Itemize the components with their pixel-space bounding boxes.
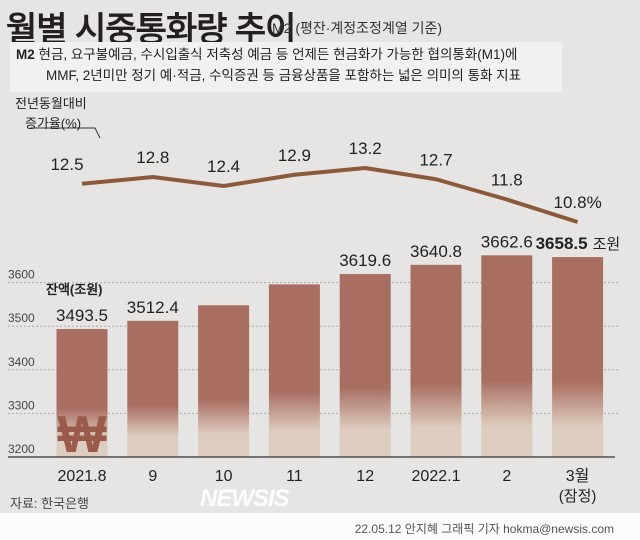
x-tick-label: 9 — [148, 468, 157, 485]
line-value-label: 11.8 — [491, 171, 523, 190]
line-label-2: 증가율(%) — [25, 116, 82, 131]
line-value-label: 12.8 — [136, 148, 169, 167]
x-tick-sublabel: (잠정) — [559, 488, 597, 505]
y-tick-label: 3600 — [8, 268, 35, 282]
line-value-label: 12.4 — [207, 157, 240, 176]
y-tick-label: 3300 — [8, 398, 35, 412]
bar-value-label: 3512.4 — [127, 298, 179, 317]
chart-subtitle: M2 (평잔·계정조정계열 기준) — [272, 20, 443, 36]
credit: 22.05.12 안지혜 그래픽 기자 hokma@newsis.com — [354, 522, 614, 536]
bar-value-label: 3640.8 — [410, 242, 462, 261]
x-tick-label: 2021.8 — [58, 468, 107, 485]
line-axis-label: 전년동월대비 증가율(%) — [15, 94, 87, 134]
line-value-label: 12.7 — [419, 150, 452, 169]
source: 자료: 한국은행 — [10, 496, 89, 511]
bar — [410, 264, 462, 457]
bar-axis-label: 잔액(조원) — [46, 282, 103, 297]
x-tick-label: 2022.1 — [412, 468, 461, 485]
credit-bar: 22.05.12 안지혜 그래픽 기자 hokma@newsis.com — [0, 513, 640, 540]
description-line-1: 현금, 요구불예금, 수시입출식 저축성 예금 등 언제든 현금화가 가능한 협… — [38, 47, 518, 62]
line-value-label: 10.8% — [553, 193, 601, 212]
unit-label: 조원 — [593, 236, 621, 253]
won-icon: ₩ — [57, 406, 107, 464]
y-tick-label: 3200 — [8, 442, 35, 456]
growth-line — [81, 166, 579, 224]
bar — [481, 255, 533, 457]
bar-value-label: 3662.6 — [481, 232, 533, 251]
description-box: M2 현금, 요구불예금, 수시입출식 저축성 예금 등 언제든 현금화가 가능… — [10, 42, 562, 92]
y-tick-label: 3400 — [8, 355, 35, 369]
line-label-1: 전년동월대비 — [15, 96, 87, 111]
term: M2 — [16, 47, 35, 62]
bar — [198, 305, 250, 457]
bar — [127, 320, 179, 457]
line-value-label: 12.5 — [50, 155, 83, 174]
description-line-2: MMF, 2년미만 정기 예·적금, 수익증권 등 금융상품을 포함하는 넓은 … — [46, 68, 522, 83]
x-tick-label: 11 — [286, 468, 303, 485]
x-tick-label: 3월 — [566, 467, 590, 485]
newsis-logo: NEWSIS — [200, 485, 290, 512]
bar — [552, 257, 604, 457]
bar-value-label: 3493.5 — [56, 306, 108, 325]
bar-value-label: 3619.6 — [339, 251, 391, 270]
y-tick-label: 3500 — [8, 311, 35, 325]
label-leader — [30, 127, 101, 139]
bar-value-label: 3658.5 — [536, 234, 588, 253]
x-tick-label: 12 — [356, 468, 374, 485]
x-tick-label: 2 — [502, 468, 511, 485]
bar — [339, 274, 391, 457]
bar — [56, 329, 108, 457]
line-value-label: 13.2 — [349, 139, 382, 158]
line-value-label: 12.9 — [278, 146, 311, 165]
x-tick-label: 10 — [215, 468, 233, 485]
bar — [268, 284, 320, 457]
